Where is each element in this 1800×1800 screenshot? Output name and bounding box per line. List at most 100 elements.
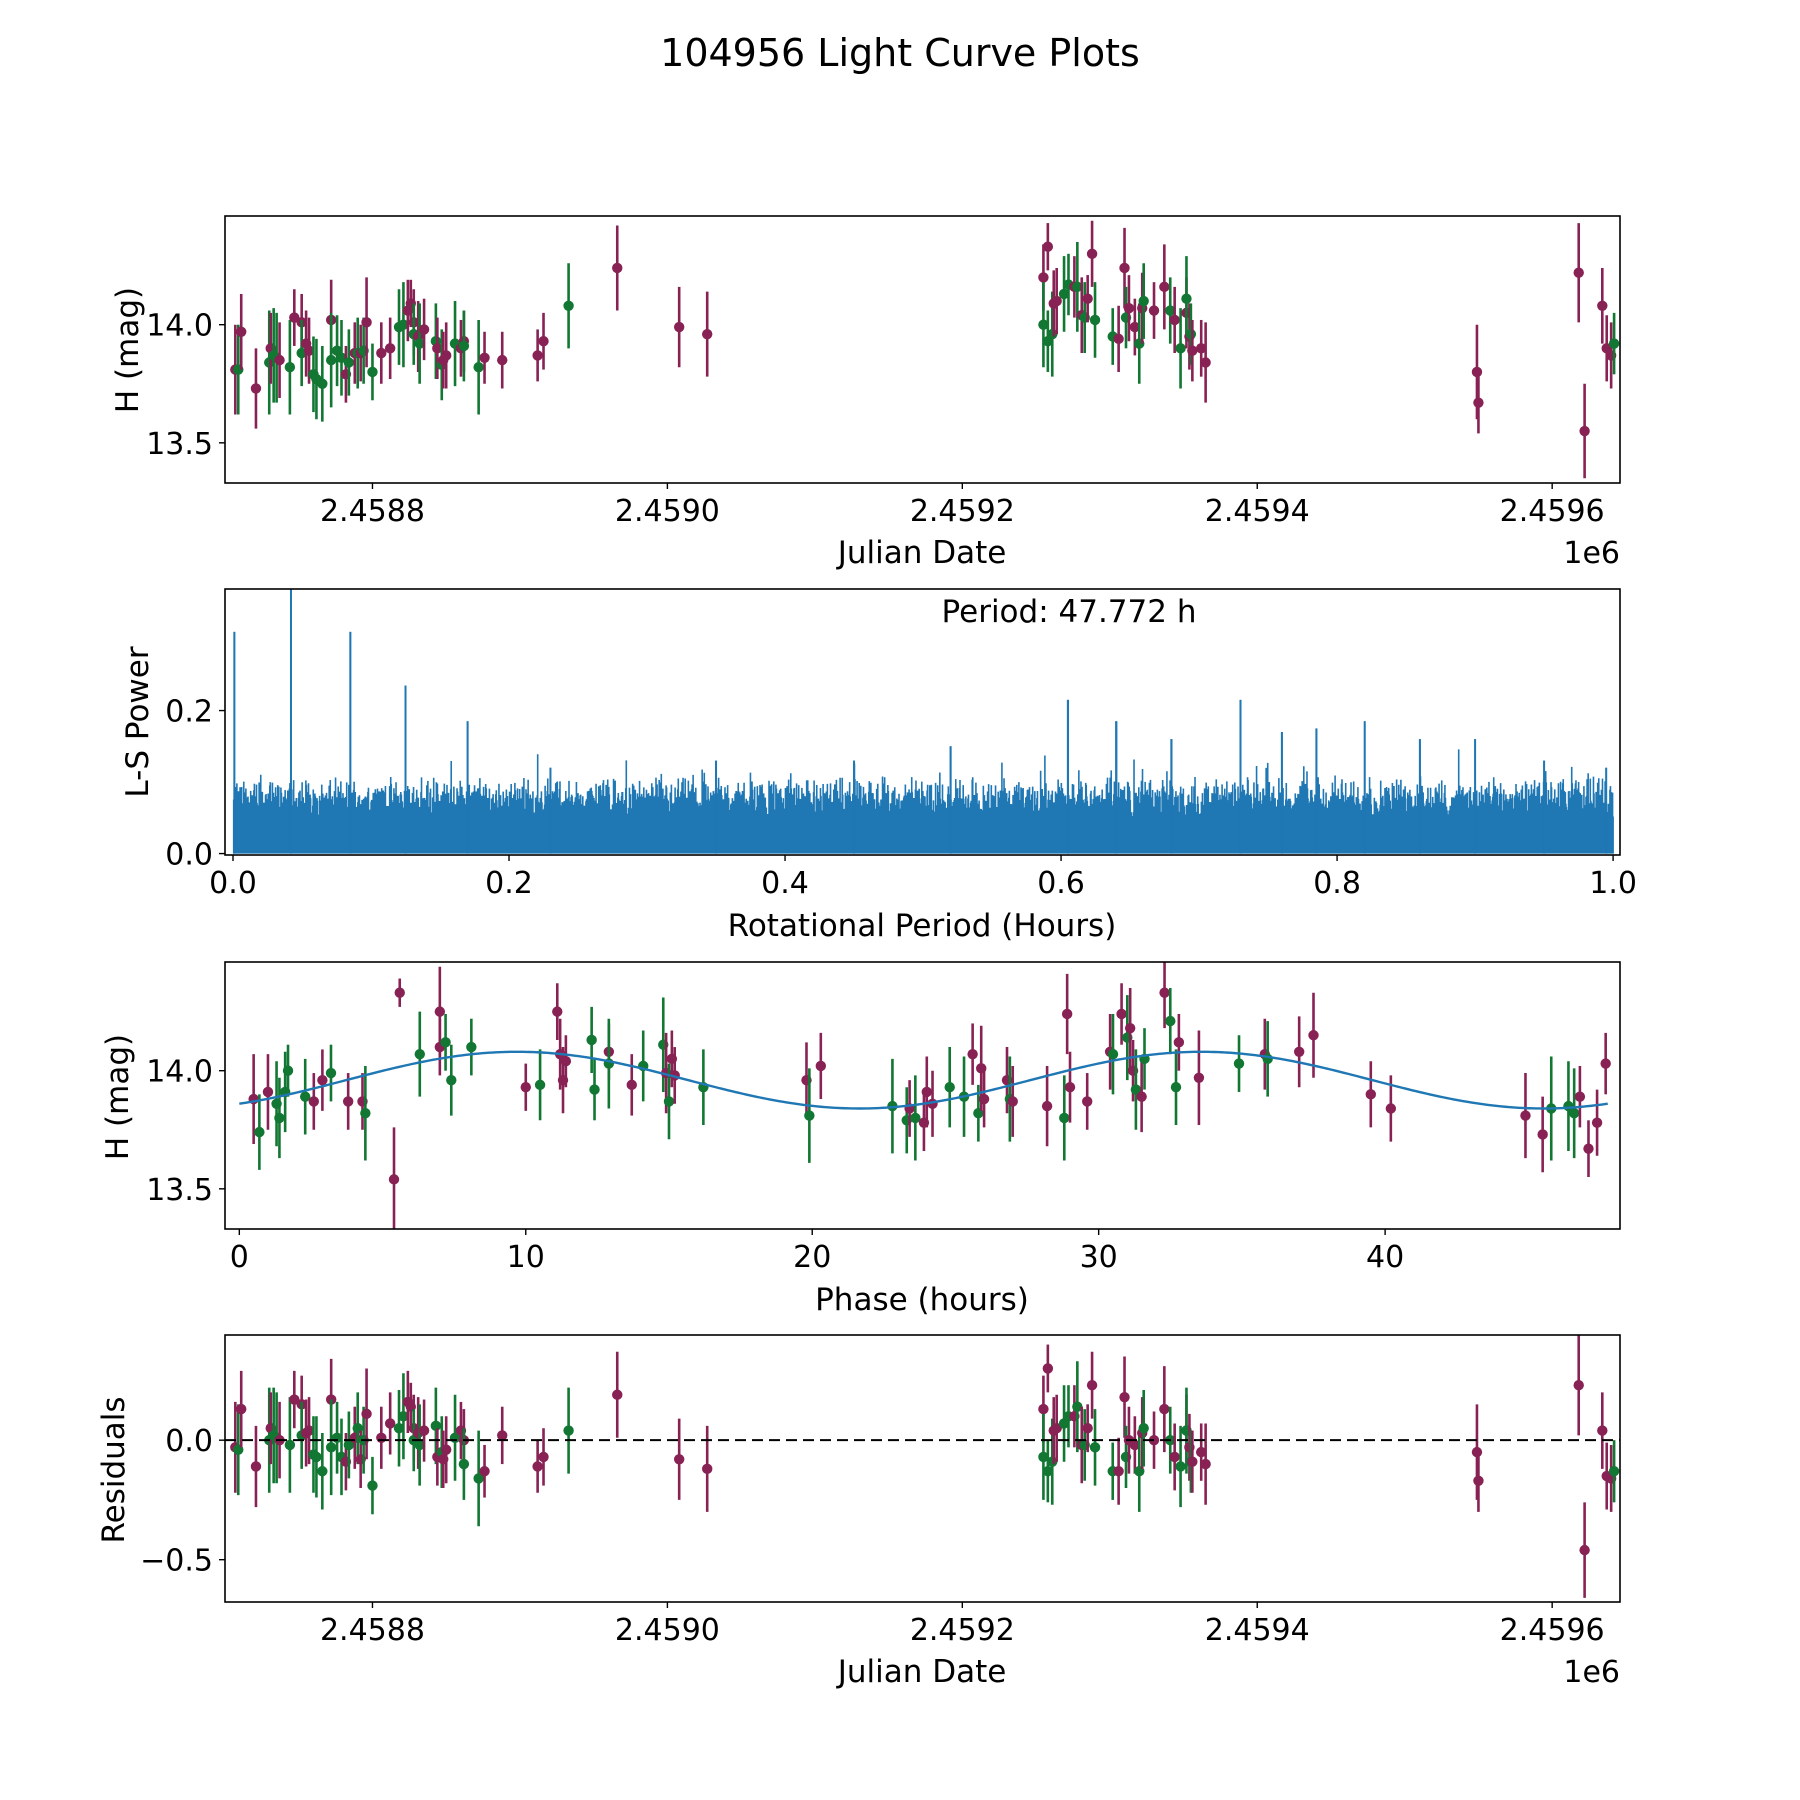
data-point [1165, 1015, 1176, 1027]
data-point [1159, 1403, 1170, 1415]
data-point [1600, 1058, 1611, 1069]
data-point [440, 1444, 452, 1455]
data-point [1471, 366, 1483, 378]
data-point [1138, 295, 1149, 307]
data-point [325, 1067, 337, 1079]
data-point [1148, 305, 1160, 316]
residuals-marks [225, 1335, 1620, 1598]
x-tick-label: 2.4596 [1500, 494, 1605, 529]
period-annotation: Period: 47.772 h [942, 594, 1197, 630]
residuals-ylabel: Residuals [96, 1396, 132, 1543]
data-point [1129, 1439, 1141, 1451]
x-tick-label: 2.4594 [1205, 494, 1310, 529]
data-point [702, 328, 713, 340]
data-point [1568, 1108, 1580, 1119]
data-point [1473, 1475, 1484, 1487]
data-point [1365, 1089, 1376, 1100]
data-point [432, 343, 443, 354]
data-point [1185, 328, 1197, 340]
data-point [1159, 987, 1170, 998]
phased-points [248, 962, 1611, 1229]
y-tick-label: 14.0 [146, 309, 213, 344]
x-tick-label: 10 [507, 1240, 545, 1275]
data-point [342, 1096, 354, 1107]
data-point [534, 1079, 546, 1091]
x-tick-label: 2.4592 [910, 1613, 1015, 1648]
data-point [1148, 1434, 1160, 1446]
data-point [479, 352, 490, 363]
data-point [336, 352, 347, 363]
residuals-xlabel: Julian Date [836, 1654, 1007, 1690]
lightcurve-marks [230, 220, 1620, 479]
data-point [1042, 241, 1054, 252]
data-point [1124, 1022, 1136, 1034]
data-point [418, 1425, 430, 1436]
data-point [921, 1086, 932, 1098]
x-tick-label: 0 [230, 1240, 249, 1275]
data-point [1173, 1037, 1185, 1048]
data-point [446, 1074, 457, 1086]
data-point [388, 1174, 400, 1185]
data-point [1187, 1456, 1198, 1467]
data-point [1119, 262, 1130, 274]
data-point [1129, 321, 1141, 333]
periodogram-ylabel: L-S Power [120, 646, 156, 797]
data-point [1597, 300, 1608, 311]
residuals-points [230, 1335, 1620, 1598]
data-point [317, 1074, 328, 1086]
data-point [361, 1408, 372, 1420]
data-point [1583, 1143, 1594, 1154]
data-point [1233, 1058, 1245, 1069]
data-point [398, 1411, 409, 1422]
x-tick-label: 0.8 [1313, 866, 1361, 901]
x-tick-label: 2.4594 [1205, 1613, 1310, 1648]
data-point [552, 1006, 563, 1017]
data-point [1520, 1110, 1531, 1121]
x-tick-label: 40 [1366, 1240, 1404, 1275]
data-point [1579, 1544, 1590, 1556]
data-point [978, 1093, 990, 1105]
data-point [325, 1442, 337, 1453]
x-tick-label: 1.0 [1589, 866, 1637, 901]
data-point [343, 1439, 355, 1451]
residuals-panel: 2.4588 2.4590 2.4592 2.4594 2.4596 −0.5 0.0 Ju… [96, 1334, 1621, 1690]
data-point [254, 1126, 265, 1138]
periodogram-line [232, 589, 1614, 854]
data-point [1537, 1129, 1548, 1140]
data-point [589, 1084, 600, 1095]
phased-ticks: 0 10 20 30 40 13.5 14.0 [146, 1055, 1404, 1275]
data-point [284, 1439, 296, 1451]
data-point [311, 1451, 322, 1463]
data-point [1038, 1451, 1049, 1463]
lightcurve-xlabel: Julian Date [836, 535, 1007, 571]
data-point [673, 321, 685, 333]
data-point [626, 1079, 637, 1091]
data-point [532, 1461, 543, 1472]
y-tick-label: 13.5 [146, 427, 213, 462]
data-point [1082, 293, 1093, 304]
data-point [1196, 1446, 1207, 1458]
lightcurve-frame [224, 215, 1621, 484]
data-point [1064, 1082, 1076, 1093]
data-point [586, 1034, 597, 1046]
data-point [1086, 248, 1098, 260]
data-point [1038, 319, 1049, 330]
data-point [361, 317, 372, 328]
data-point [1130, 1084, 1142, 1095]
data-point [1175, 1461, 1186, 1472]
x-tick-label: 2.4592 [910, 494, 1015, 529]
data-point [317, 1466, 328, 1477]
data-point [1196, 343, 1207, 354]
data-point [1051, 295, 1062, 307]
data-point [1169, 1451, 1180, 1463]
data-point [300, 1091, 311, 1102]
data-point [1113, 1466, 1124, 1477]
data-point [1042, 1363, 1054, 1374]
residuals-frame [224, 1334, 1621, 1603]
data-point [236, 326, 247, 337]
periodogram-xlabel: Rotational Period (Hours) [728, 908, 1117, 944]
data-point [673, 1454, 685, 1465]
data-point [1591, 1117, 1603, 1128]
data-point [1187, 345, 1198, 356]
data-point [1573, 1379, 1584, 1391]
